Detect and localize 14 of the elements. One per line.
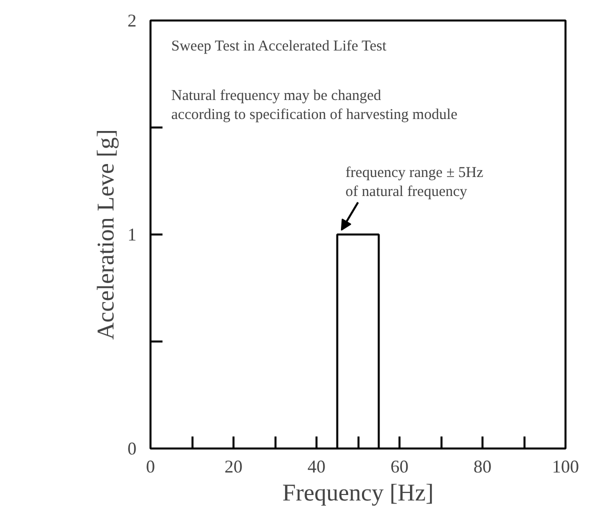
annotation: Natural frequency may be changed according to specification of harvesting module — [171, 88, 458, 124]
x-tick-label: 80 — [474, 456, 492, 476]
x-tick-label: 0 — [146, 456, 155, 476]
x-axis-title: Frequency [Hz] — [282, 480, 434, 506]
annotation: frequency range ± 5Hz of natural frequency — [346, 165, 484, 200]
x-tick-label: 20 — [224, 456, 242, 476]
x-tick-label: 60 — [390, 456, 408, 476]
x-tick-label: 100 — [552, 456, 579, 476]
annotation: Sweep Test in Accelerated Life Test — [171, 38, 388, 55]
y-tick-label: 0 — [128, 438, 136, 458]
y-axis-title: Acceleration Leve [g] — [94, 129, 120, 340]
y-tick-label: 1 — [128, 224, 136, 244]
x-tick-label: 40 — [308, 456, 326, 476]
y-tick-label: 2 — [128, 10, 136, 30]
